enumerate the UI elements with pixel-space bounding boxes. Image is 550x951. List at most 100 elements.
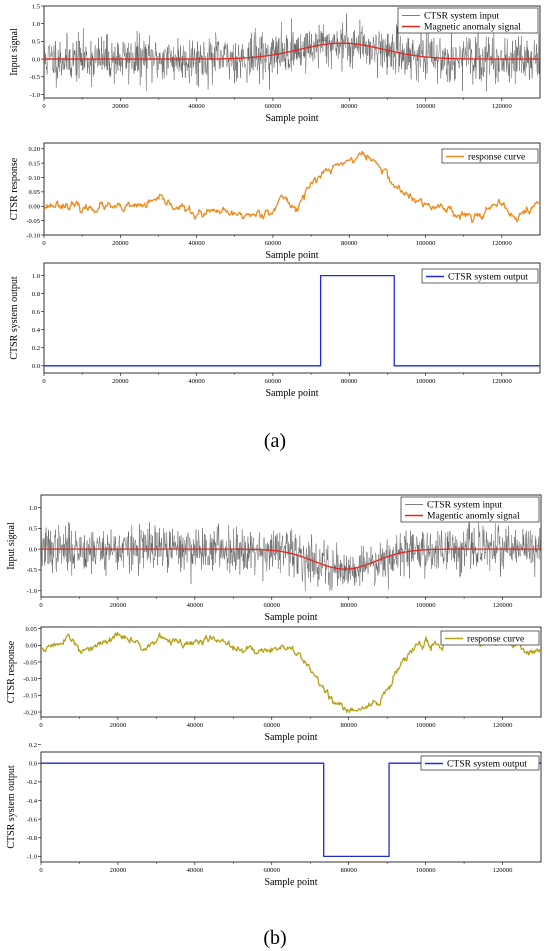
series-line-0 — [41, 521, 541, 591]
x-axis-label: Sample point — [265, 388, 318, 399]
x-tick-label: 100000 — [416, 378, 436, 385]
y-tick-label: -1.0 — [27, 588, 38, 595]
x-tick-label: 60000 — [264, 722, 281, 729]
y-tick-label: -0.10 — [26, 232, 40, 239]
y-tick-label: -0.4 — [27, 798, 38, 805]
y-tick-label: 0.5 — [32, 39, 41, 46]
x-tick-label: 0 — [42, 103, 46, 110]
y-tick-label: 0.20 — [28, 146, 40, 153]
y-tick-label: 0.05 — [25, 626, 37, 633]
y-axis-label: CTSR system output — [6, 765, 17, 849]
series-line-0 — [44, 150, 540, 224]
x-tick-label: 120000 — [493, 722, 513, 729]
x-tick-label: 40000 — [187, 602, 204, 609]
y-tick-label: -0.20 — [23, 709, 37, 716]
y-tick-label: 0.15 — [28, 160, 40, 167]
chart-b1: 0 20000 40000 60000 80000 100000 120000 -1.0 -0.… — [6, 494, 542, 623]
y-tick-label: 0.2 — [29, 742, 37, 749]
series-group — [44, 13, 540, 92]
y-axis-label: CTSR system output — [9, 276, 20, 360]
x-tick-label: 0 — [39, 867, 43, 874]
y-tick-label: 0.00 — [28, 204, 40, 211]
x-tick-label: 120000 — [493, 867, 513, 874]
legend: response curve — [440, 630, 540, 646]
x-axis-label: Sample point — [265, 250, 318, 261]
x-tick-label: 40000 — [188, 378, 205, 385]
x-axis-label: Sample point — [264, 732, 317, 743]
x-tick-label: 0 — [42, 240, 46, 247]
legend-box — [421, 268, 539, 284]
legend-entry: CTSR system input — [427, 500, 502, 511]
x-tick-label: 0 — [42, 378, 46, 385]
legend-entry: Magentic anomly signal — [427, 511, 520, 522]
y-tick-label: -0.05 — [23, 659, 37, 666]
y-axis-label: CTSR response — [6, 640, 17, 703]
series-line-0 — [44, 274, 540, 367]
y-tick-label: 1.0 — [29, 505, 38, 512]
y-tick-label: 1.0 — [32, 273, 41, 280]
x-tick-label: 20000 — [112, 378, 129, 385]
x-axis-label: Sample point — [264, 612, 317, 623]
y-tick-label: 0.0 — [29, 546, 38, 553]
x-tick-label: 120000 — [492, 240, 512, 247]
legend-entry: response curve — [468, 152, 525, 163]
x-tick-label: 60000 — [265, 240, 282, 247]
x-tick-label: 60000 — [264, 602, 281, 609]
legend-entry: CTSR system output — [447, 759, 527, 770]
legend-entry: Magnetic anomaly signal — [424, 22, 521, 33]
panel-label-a: (a) — [264, 430, 286, 452]
chart-b3: 0 20000 40000 60000 80000 100000 120000 -1.0 -0.… — [6, 742, 542, 888]
legend-box — [441, 148, 539, 164]
x-tick-label: 80000 — [340, 602, 357, 609]
x-tick-label: 100000 — [416, 103, 436, 110]
y-tick-label: -0.15 — [23, 693, 37, 700]
chart-a2: 0 20000 40000 60000 80000 100000 120000 -0.10 -0… — [9, 142, 541, 261]
y-tick-label: 0.4 — [32, 327, 41, 334]
x-tick-label: 20000 — [110, 602, 127, 609]
y-tick-label: -0.8 — [27, 835, 38, 842]
x-tick-label: 20000 — [112, 240, 129, 247]
y-tick-label: -0.5 — [27, 567, 38, 574]
y-tick-label: 0.0 — [32, 56, 41, 63]
x-tick-label: 0 — [39, 602, 43, 609]
legend-entry: CTSR system output — [448, 272, 528, 283]
series-line-1 — [41, 548, 541, 570]
series-group — [41, 521, 541, 591]
series-line-0 — [41, 762, 541, 858]
y-axis-label: Input signal — [9, 28, 20, 76]
legend-box — [440, 630, 540, 646]
y-tick-label: 0.05 — [28, 189, 40, 196]
x-tick-label: 20000 — [112, 103, 129, 110]
y-axis-label: Input signal — [6, 522, 17, 570]
legend-box — [400, 496, 540, 523]
chart-panels: 0 20000 40000 60000 80000 100000 120000 -1.0 -0.… — [6, 3, 542, 888]
y-tick-label: 0.6 — [32, 309, 41, 316]
series-line-1 — [44, 42, 540, 60]
y-tick-label: -1.0 — [27, 854, 38, 861]
legend-entry: CTSR system input — [424, 11, 499, 22]
x-tick-label: 40000 — [188, 240, 205, 247]
x-tick-label: 120000 — [493, 602, 513, 609]
y-tick-label: 0.8 — [32, 291, 41, 298]
x-tick-label: 40000 — [187, 867, 204, 874]
y-axis-label: CTSR response — [9, 157, 20, 220]
x-tick-label: 80000 — [341, 103, 358, 110]
x-tick-label: 20000 — [110, 722, 127, 729]
chart-a3: 0 20000 40000 60000 80000 100000 120000 0.0 0.2 0… — [9, 262, 541, 399]
y-tick-label: -0.5 — [30, 74, 41, 81]
y-tick-label: 0.5 — [29, 526, 38, 533]
y-tick-label: 0.00 — [25, 643, 37, 650]
x-tick-label: 80000 — [341, 240, 358, 247]
x-tick-label: 40000 — [188, 103, 205, 110]
chart-a1: 0 20000 40000 60000 80000 100000 120000 -1.0 -0.… — [9, 3, 541, 124]
x-tick-label: 120000 — [492, 378, 512, 385]
y-tick-label: -0.2 — [27, 779, 37, 786]
x-tick-label: 60000 — [265, 103, 282, 110]
y-tick-label: 1.0 — [32, 21, 41, 28]
legend: CTSR system output — [420, 755, 540, 771]
legend: CTSR system output — [421, 268, 539, 284]
chart-b2: 0 20000 40000 60000 80000 100000 120000 -0.20 -0… — [6, 626, 542, 743]
x-tick-label: 80000 — [340, 722, 357, 729]
y-tick-label: 1.5 — [32, 3, 41, 10]
